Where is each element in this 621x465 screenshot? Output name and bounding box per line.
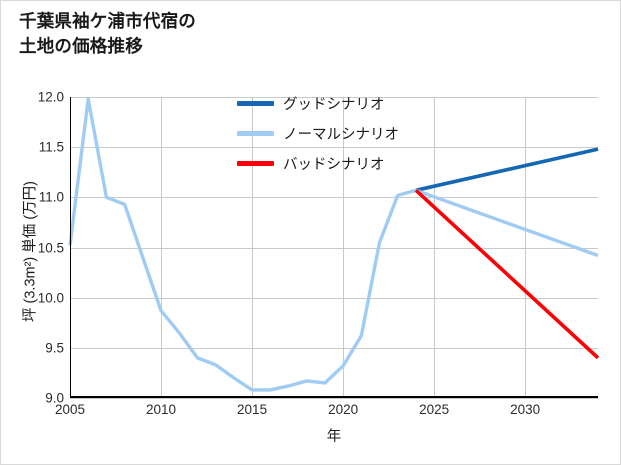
legend-color-swatch-icon <box>237 101 274 106</box>
gridline-horizontal <box>70 398 598 399</box>
legend-item-label: バッドシナリオ <box>283 157 385 173</box>
x-tick-label: 2015 <box>237 402 268 417</box>
gridline-vertical <box>252 97 254 398</box>
y-tick-label: 10.5 <box>37 240 64 255</box>
plot-axes-frame <box>70 97 598 398</box>
y-tick-label: 9.5 <box>45 340 64 356</box>
gridline-vertical <box>343 97 345 398</box>
y-axis-tick-labels: 9.0 9.5 10.0 10.5 11.0 11.5 12.0 <box>1 90 64 406</box>
y-tick-label: 9.0 <box>45 390 64 406</box>
legend-color-swatch-icon <box>237 131 274 136</box>
y-tick-label: 11.5 <box>38 139 64 155</box>
x-tick-label: 2025 <box>419 402 450 417</box>
gridline-vertical <box>161 97 163 398</box>
chart-line-series <box>414 188 600 360</box>
x-axis-title: 年 <box>326 429 342 445</box>
y-tick-label: 12.0 <box>37 89 64 105</box>
gridline-horizontal <box>70 197 598 199</box>
legend-item-label: ノーマルシナリオ <box>283 127 399 143</box>
x-tick-label: 2010 <box>146 402 177 417</box>
page-title: 千葉県袖ケ浦市代宿の 土地の価格推移 <box>19 11 196 57</box>
gridline-horizontal <box>70 247 598 249</box>
y-tick-label: 11.0 <box>38 189 64 205</box>
chart-line-series <box>415 147 599 193</box>
gridline-horizontal <box>70 97 598 98</box>
plot-area <box>68 97 600 399</box>
legend-color-swatch-icon <box>237 161 274 166</box>
x-tick-label: 2020 <box>328 402 359 417</box>
y-tick-label: 10.0 <box>37 290 64 306</box>
chart-line-series <box>68 97 599 392</box>
legend-item[interactable]: バッドシナリオ <box>237 153 399 174</box>
gridline-horizontal <box>70 347 598 349</box>
chart-legend: グッドシナリオ ノーマルシナリオ バッドシナリオ <box>237 93 399 174</box>
gridline-horizontal <box>70 297 598 299</box>
x-tick-label: 2005 <box>54 402 86 417</box>
legend-item[interactable]: ノーマルシナリオ <box>237 123 399 144</box>
x-tick-label: 2030 <box>510 402 541 417</box>
gridline-vertical <box>434 97 436 398</box>
x-axis-tick-labels: 2005 2010 2015 2020 2025 2030 <box>55 402 598 424</box>
y-axis-title: 坪 (3.3m²) 単価 (万円) <box>22 181 39 322</box>
gridline-vertical <box>525 97 527 398</box>
legend-item-label: グッドシナリオ <box>283 97 385 113</box>
chart-lines <box>68 97 600 392</box>
gridline-horizontal <box>70 147 598 149</box>
legend-item[interactable]: グッドシナリオ <box>237 93 399 114</box>
